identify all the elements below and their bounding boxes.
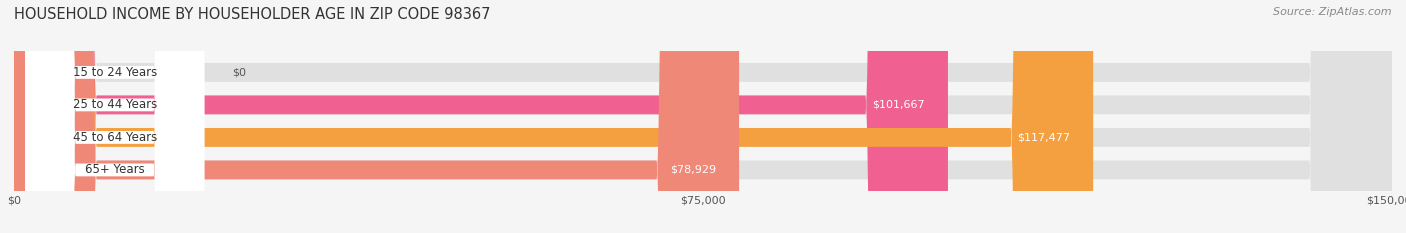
FancyBboxPatch shape (14, 0, 948, 233)
FancyBboxPatch shape (14, 0, 1094, 233)
FancyBboxPatch shape (25, 0, 204, 233)
Text: $117,477: $117,477 (1017, 132, 1070, 142)
FancyBboxPatch shape (25, 0, 204, 233)
FancyBboxPatch shape (14, 0, 1392, 233)
Text: $101,667: $101,667 (872, 100, 925, 110)
Text: 65+ Years: 65+ Years (84, 163, 145, 176)
Text: Source: ZipAtlas.com: Source: ZipAtlas.com (1274, 7, 1392, 17)
FancyBboxPatch shape (14, 0, 1392, 233)
Text: $78,929: $78,929 (671, 165, 716, 175)
FancyBboxPatch shape (25, 0, 204, 233)
Text: HOUSEHOLD INCOME BY HOUSEHOLDER AGE IN ZIP CODE 98367: HOUSEHOLD INCOME BY HOUSEHOLDER AGE IN Z… (14, 7, 491, 22)
FancyBboxPatch shape (14, 0, 1392, 233)
Text: 45 to 64 Years: 45 to 64 Years (73, 131, 157, 144)
Text: 15 to 24 Years: 15 to 24 Years (73, 66, 157, 79)
Text: 25 to 44 Years: 25 to 44 Years (73, 98, 157, 111)
FancyBboxPatch shape (25, 0, 204, 233)
FancyBboxPatch shape (14, 0, 740, 233)
Text: $0: $0 (232, 67, 246, 77)
FancyBboxPatch shape (14, 0, 1392, 233)
